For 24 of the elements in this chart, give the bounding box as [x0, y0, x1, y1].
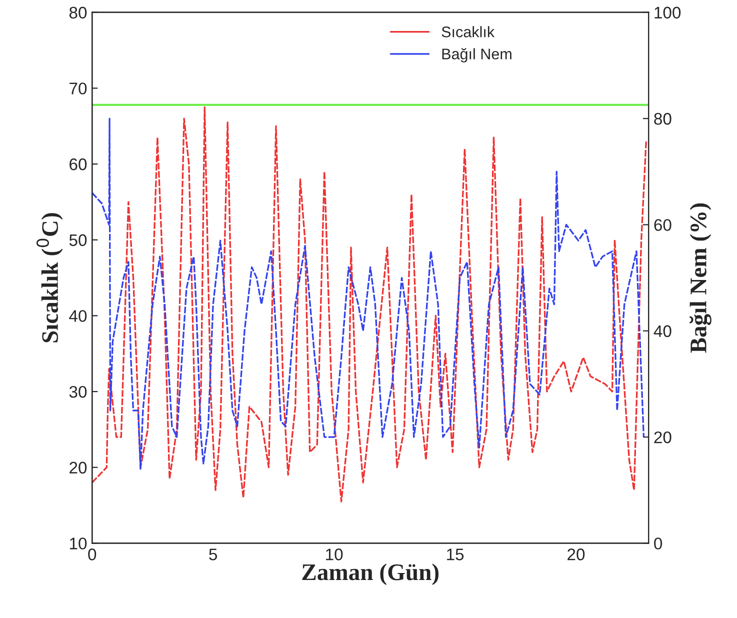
y-tick-label: 30 — [69, 386, 87, 398]
x-tick-label: 0 — [88, 548, 96, 560]
y2-axis-title: Bağıl Nem (%) — [690, 203, 712, 353]
y2-tick-label: 100 — [654, 6, 681, 19]
y-tick-label: 10 — [70, 538, 87, 550]
y2-tick-label: 20 — [654, 431, 672, 444]
y-tick-label: 80 — [69, 6, 87, 19]
y2-tick-label: 0 — [654, 538, 662, 550]
y2-tick-label: 80 — [654, 112, 672, 125]
y-axis-title: Sıcaklık ($^{0}$C) — [36, 213, 63, 342]
y-tick-label: 20 — [70, 462, 87, 474]
y2-tick-label: 60 — [654, 219, 672, 231]
legend-label: Sıcaklık — [442, 26, 495, 38]
y-tick-label: 70 — [70, 82, 87, 94]
x-axis-title: Zaman (Gün) — [302, 564, 439, 586]
y-tick-label: 50 — [69, 234, 87, 246]
x-tick-label: 15 — [447, 548, 464, 560]
y-tick-label: 60 — [70, 158, 87, 170]
x-tick-label: 20 — [568, 548, 585, 560]
legend-label: Bağıl Nem — [442, 48, 512, 62]
x-tick-label: 5 — [209, 548, 218, 560]
y-tick-label: 40 — [69, 310, 87, 322]
y2-tick-label: 40 — [654, 325, 672, 338]
x-tick-label: 10 — [326, 548, 343, 560]
